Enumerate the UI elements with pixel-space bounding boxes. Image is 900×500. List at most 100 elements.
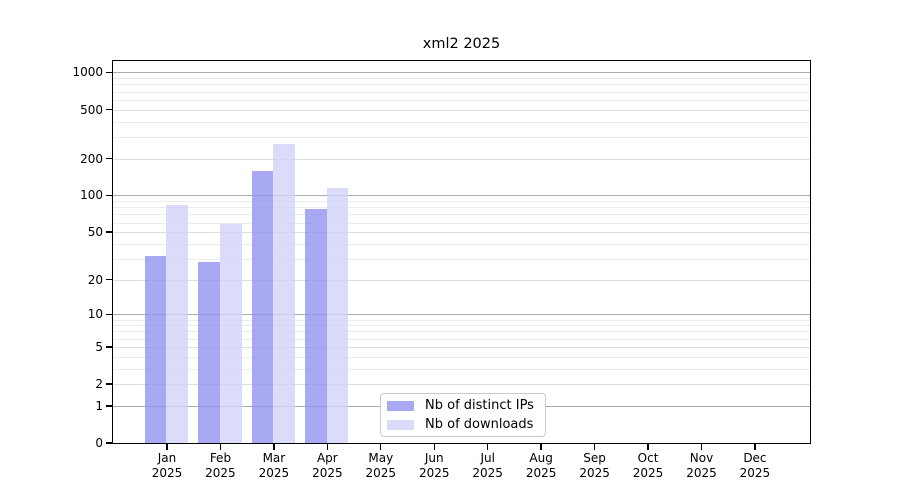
x-tick <box>326 444 329 450</box>
x-tick-label: Jul 2025 <box>458 451 518 481</box>
year-label: 2025 <box>686 466 717 480</box>
x-tick-label: Jun 2025 <box>404 451 464 481</box>
year-label: 2025 <box>205 466 236 480</box>
month-label: Jun <box>424 451 444 465</box>
month-label: Aug <box>529 451 553 465</box>
gridline <box>113 319 810 321</box>
year-label: 2025 <box>312 466 343 480</box>
y-tick <box>105 194 113 197</box>
bar-downloads <box>273 144 295 443</box>
month-label: Mar <box>262 451 286 465</box>
month-label: Jul <box>480 451 495 465</box>
y-tick <box>105 346 113 348</box>
x-tick-label: Dec 2025 <box>725 451 785 481</box>
y-tick <box>105 279 113 281</box>
bar-distinct-ips <box>305 208 327 443</box>
x-tick <box>754 444 756 450</box>
x-tick <box>487 444 489 450</box>
x-tick <box>647 444 649 450</box>
gridline <box>113 338 810 340</box>
month-label: May <box>368 451 394 465</box>
x-tick-label: Mar 2025 <box>244 451 304 481</box>
legend-item: Nb of downloads <box>387 417 545 432</box>
y-tick <box>105 157 113 160</box>
gridline <box>113 368 810 370</box>
x-tick <box>540 444 542 450</box>
legend-label: Nb of distinct IPs <box>425 398 534 413</box>
bar-distinct-ips <box>144 255 167 443</box>
gridline <box>113 72 810 74</box>
y-tick-label: 1000 <box>72 65 103 80</box>
gridline <box>113 331 810 333</box>
y-tick-label: 200 <box>80 151 103 166</box>
x-tick <box>380 444 382 450</box>
y-tick <box>105 71 113 74</box>
gridline <box>113 232 810 234</box>
gridline <box>113 78 810 80</box>
gridline <box>113 207 810 209</box>
bar-downloads <box>166 204 189 443</box>
gridline <box>113 214 810 216</box>
x-tick-label: Feb 2025 <box>190 451 250 481</box>
year-label: 2025 <box>151 466 183 480</box>
gridline <box>113 91 810 93</box>
legend: Nb of distinct IPs Nb of downloads <box>380 393 546 437</box>
x-tick <box>166 444 168 450</box>
x-tick-label: Oct 2025 <box>618 451 678 481</box>
gridline <box>113 195 810 197</box>
gridline <box>113 121 810 123</box>
year-label: 2025 <box>365 466 397 480</box>
month-label: Oct <box>637 451 659 465</box>
y-tick <box>105 313 113 316</box>
x-tick-label: Nov 2025 <box>672 451 732 481</box>
x-tick-label: Apr 2025 <box>297 451 357 481</box>
year-label: 2025 <box>579 466 610 480</box>
y-tick <box>105 405 113 407</box>
gridline <box>113 99 810 101</box>
bar-downloads <box>219 224 242 443</box>
y-tick-label: 2 <box>95 377 103 392</box>
y-tick-label: 100 <box>80 188 103 203</box>
x-tick-label: Aug 2025 <box>511 451 571 481</box>
x-tick <box>433 444 435 450</box>
gridline <box>113 222 810 224</box>
legend-swatch-downloads <box>387 419 414 430</box>
gridline <box>113 325 810 327</box>
year-label: 2025 <box>258 466 290 480</box>
bar-distinct-ips <box>251 170 274 443</box>
chart-title: xml2 2025 <box>422 36 501 52</box>
gridline <box>113 136 810 138</box>
gridline <box>113 84 810 86</box>
gridline <box>113 201 810 203</box>
year-label: 2025 <box>472 466 503 480</box>
year-label: 2025 <box>739 466 771 480</box>
gridline <box>113 279 810 281</box>
y-tick-label: 0 <box>95 436 103 450</box>
legend-label: Nb of downloads <box>425 417 534 432</box>
gridline <box>113 109 810 111</box>
legend-item: Nb of distinct IPs <box>387 398 545 413</box>
y-tick-label: 20 <box>87 272 103 287</box>
month-label: Dec <box>743 451 767 465</box>
gridline <box>113 258 810 260</box>
gridline <box>113 346 810 348</box>
gridline <box>113 384 810 386</box>
y-tick-label: 1 <box>95 398 103 413</box>
x-tick-label: Sep 2025 <box>565 451 625 481</box>
y-tick-label: 500 <box>80 102 103 117</box>
y-tick-label: 10 <box>87 307 103 322</box>
year-label: 2025 <box>418 466 450 480</box>
gridline <box>113 314 810 316</box>
bar-downloads <box>326 187 349 443</box>
plot-area <box>112 60 811 444</box>
bar-distinct-ips <box>198 262 220 443</box>
y-tick <box>105 383 113 385</box>
x-tick <box>219 444 222 450</box>
y-tick <box>105 108 113 111</box>
month-label: Feb <box>209 451 232 465</box>
gridline <box>113 158 810 160</box>
month-label: Nov <box>689 451 714 465</box>
x-tick-label: Jan 2025 <box>137 451 197 481</box>
x-tick-label: May 2025 <box>351 451 411 481</box>
